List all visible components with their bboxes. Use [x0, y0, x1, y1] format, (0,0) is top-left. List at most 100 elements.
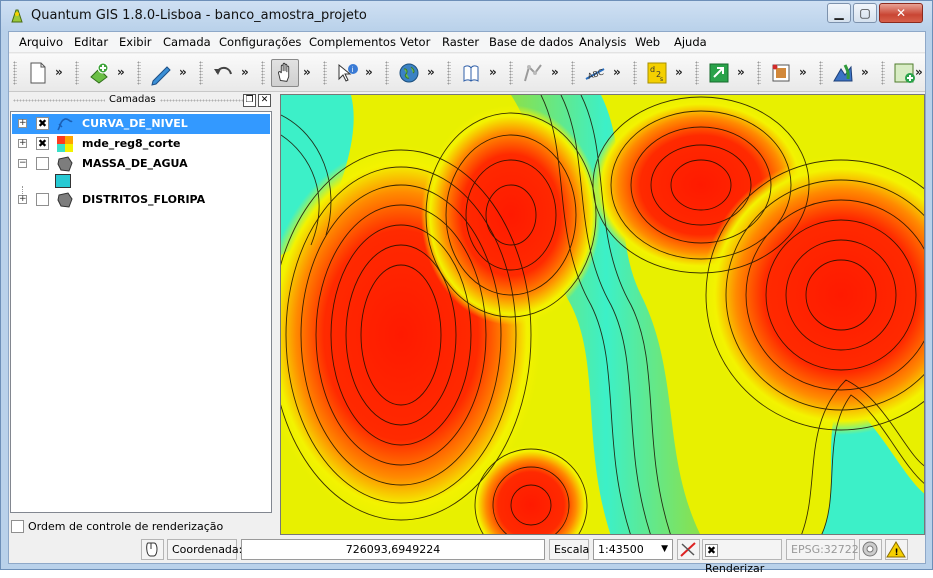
layer-row-distritos-floripa[interactable]: + DISTRITOS_FLORIPA — [12, 190, 270, 210]
menu-arquivo[interactable]: Arquivo — [19, 35, 64, 49]
vector-tools-icon[interactable] — [829, 59, 857, 87]
toolbar-more-chevron[interactable]: » — [737, 65, 745, 79]
layer-row-curva-de-nivel[interactable]: + ✖ CURVA_DE_NIVEL — [12, 114, 270, 134]
legend-color-swatch — [55, 174, 71, 188]
layers-panel-header[interactable]: Camadas ❐ ✕ — [9, 93, 277, 109]
layer-row-massa-de-agua[interactable]: − MASSA_DE_AGUA — [12, 154, 270, 174]
maximize-button[interactable]: ▢ — [853, 3, 877, 23]
render-toggle[interactable]: ✖ Renderizar — [702, 539, 782, 575]
toolbar-more-chevron[interactable]: » — [179, 65, 187, 79]
map-plugin-icon[interactable] — [891, 59, 919, 87]
add-layer-icon[interactable] — [85, 59, 113, 87]
collapse-toggle[interactable]: − — [18, 158, 27, 168]
toolbar-grip[interactable] — [695, 61, 699, 85]
toolbar-grip[interactable] — [447, 61, 451, 85]
minimize-button[interactable]: ▁ — [827, 3, 851, 23]
map-canvas[interactable] — [280, 94, 925, 535]
render-order-control[interactable]: Ordem de controle de renderização — [11, 519, 271, 535]
menu-editar[interactable]: Editar — [74, 35, 109, 49]
toolbar-more-chevron[interactable]: » — [489, 65, 497, 79]
toolbar-grip[interactable] — [13, 61, 17, 85]
toolbar-grip[interactable] — [571, 61, 575, 85]
toolbar-grip[interactable] — [199, 61, 203, 85]
toolbar-more-chevron[interactable]: » — [861, 65, 869, 79]
menu-raster[interactable]: Raster — [442, 35, 480, 49]
title-bar[interactable]: Quantum GIS 1.8.0-Lisboa - banco_amostra… — [1, 1, 932, 31]
panel-float-button[interactable]: ❐ — [243, 94, 256, 107]
layer-visibility-checkbox[interactable] — [36, 157, 49, 170]
mouse-coordinates-toggle[interactable] — [141, 539, 164, 560]
toolbar-more-chevron[interactable]: » — [551, 65, 559, 79]
toolbar-more-chevron[interactable]: » — [303, 65, 311, 79]
menu-bar: Arquivo Editar Exibir Camada Configuraçõ… — [9, 32, 925, 53]
layer-row-mde-reg8-corte[interactable]: + ✖ mde_reg8_corte — [12, 134, 270, 154]
layer-visibility-checkbox[interactable]: ✖ — [36, 137, 49, 150]
georeferencer-icon[interactable] — [767, 59, 795, 87]
menu-camada[interactable]: Camada — [163, 35, 211, 49]
menu-analysis[interactable]: Analysis — [579, 35, 627, 49]
close-button[interactable]: ✕ — [879, 3, 923, 23]
crs-status-button[interactable]: EPSG:32722 — [786, 539, 859, 560]
toolbar-more-chevron[interactable]: » — [915, 65, 923, 79]
scale-combobox[interactable]: 1:43500 ▼ — [593, 539, 673, 560]
toolbar-more-chevron[interactable]: » — [117, 65, 125, 79]
toolbar-more-chevron[interactable]: » — [613, 65, 621, 79]
pan-hand-icon[interactable] — [271, 59, 299, 87]
layer-visibility-checkbox[interactable] — [36, 193, 49, 206]
toolbar-more-chevron[interactable]: » — [241, 65, 249, 79]
svg-text:2: 2 — [656, 70, 661, 79]
layer-tree[interactable]: + ✖ CURVA_DE_NIVEL + ✖ mde_reg8_corte − … — [10, 111, 272, 513]
toolbar-grip[interactable] — [323, 61, 327, 85]
toolbar-more-chevron[interactable]: » — [675, 65, 683, 79]
identify-icon[interactable]: i — [333, 59, 361, 87]
toolbar-grip[interactable] — [385, 61, 389, 85]
toolbar-more-chevron[interactable]: » — [365, 65, 373, 79]
d2s-icon[interactable]: d2s — [643, 59, 671, 87]
panel-close-button[interactable]: ✕ — [258, 94, 271, 107]
toolbar-grip[interactable] — [881, 61, 885, 85]
toolbar-grip[interactable] — [757, 61, 761, 85]
layer-name: CURVA_DE_NIVEL — [82, 117, 188, 130]
toolbar-grip[interactable] — [137, 61, 141, 85]
edit-pencil-icon[interactable] — [147, 59, 175, 87]
label-abc-icon[interactable]: ABC — [581, 59, 609, 87]
menu-base-de-dados[interactable]: Base de dados — [489, 35, 574, 49]
expand-toggle[interactable]: + — [18, 118, 27, 128]
toolbar-advanced-digitize: » — [509, 57, 567, 89]
toolbar-grip[interactable] — [509, 61, 513, 85]
raster-icon — [57, 136, 73, 152]
chevron-down-icon[interactable]: ▼ — [661, 544, 668, 554]
toolbar-more-chevron[interactable]: » — [427, 65, 435, 79]
digitize-icon[interactable] — [519, 59, 547, 87]
new-file-icon[interactable] — [23, 59, 51, 87]
menu-complementos[interactable]: Complementos — [309, 35, 396, 49]
layer-visibility-checkbox[interactable]: ✖ — [36, 117, 49, 130]
toolbar-digitize: » — [137, 57, 195, 89]
menu-exibir[interactable]: Exibir — [119, 35, 152, 49]
scale-value: 1:43500 — [598, 543, 644, 556]
toolbar-grip[interactable] — [261, 61, 265, 85]
plugin-arrow-icon[interactable] — [705, 59, 733, 87]
toolbar-grip[interactable] — [819, 61, 823, 85]
messages-button[interactable]: ! — [885, 539, 908, 560]
toolbar-grip[interactable] — [633, 61, 637, 85]
toolbar-grip[interactable] — [75, 61, 79, 85]
help-book-icon[interactable] — [457, 59, 485, 87]
expand-toggle[interactable]: + — [18, 194, 27, 204]
globe-icon[interactable] — [395, 59, 423, 87]
layer-name: DISTRITOS_FLORIPA — [82, 193, 206, 206]
menu-ajuda[interactable]: Ajuda — [674, 35, 707, 49]
coordinate-field[interactable]: 726093,6949224 — [241, 539, 545, 560]
projection-button[interactable] — [859, 539, 882, 560]
menu-vetor[interactable]: Vetor — [400, 35, 431, 49]
undo-icon[interactable] — [209, 59, 237, 87]
expand-toggle[interactable]: + — [18, 138, 27, 148]
render-checkbox[interactable]: ✖ — [705, 543, 718, 557]
menu-configuracoes[interactable]: Configurações — [219, 35, 302, 49]
main-client-area: Arquivo Editar Exibir Camada Configuraçõ… — [8, 31, 926, 575]
menu-web[interactable]: Web — [635, 35, 661, 49]
toolbar-more-chevron[interactable]: » — [799, 65, 807, 79]
render-order-checkbox[interactable] — [11, 520, 24, 533]
toolbar-more-chevron[interactable]: » — [55, 65, 63, 79]
stop-render-button[interactable] — [677, 539, 700, 560]
